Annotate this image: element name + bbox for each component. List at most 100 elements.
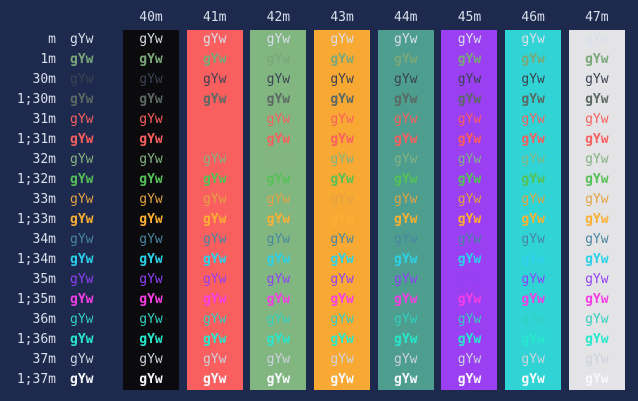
color-cell: gYw (568, 110, 625, 130)
color-cell: gYw (377, 370, 434, 390)
row-label: 1;33m (16, 212, 56, 227)
color-cell-default-bg: gYw (70, 92, 94, 107)
color-cell: gYw (186, 370, 243, 390)
color-cell: gYw (250, 90, 307, 110)
color-cell: gYw (314, 350, 371, 370)
color-cell-default-bg: gYw (70, 132, 94, 147)
column-header: 47m (585, 10, 609, 25)
color-cell: gYw (377, 70, 434, 90)
color-cell: gYw (377, 330, 434, 350)
color-cell: gYw (186, 270, 243, 290)
row-label: 1;34m (16, 252, 56, 267)
color-cell: gYw (377, 30, 434, 50)
color-cell: gYw (250, 330, 307, 350)
color-cell: gYw (568, 210, 625, 230)
color-cell: gYw (377, 150, 434, 170)
color-cell: gYw (314, 310, 371, 330)
row-label: 30m (32, 72, 56, 87)
color-cell: gYw (568, 250, 625, 270)
color-cell: gYw (123, 210, 179, 230)
color-cell: gYw (186, 330, 243, 350)
row-label: 1;31m (16, 132, 56, 147)
color-cell-default-bg: gYw (70, 232, 94, 247)
color-cell: gYw (250, 270, 307, 290)
color-cell: gYw (250, 370, 307, 390)
row-label: 35m (32, 272, 56, 287)
table-row: 1m gYw gYw gYw gYw gYw gYw gYw gYw gYw (0, 50, 633, 70)
color-cell: gYw (314, 70, 371, 90)
color-cell: gYw (568, 150, 625, 170)
color-cell: gYw (505, 90, 562, 110)
color-cell: gYw (377, 50, 434, 70)
color-cell: gYw (250, 170, 307, 190)
color-cell: gYw (441, 310, 498, 330)
row-label: 33m (32, 192, 56, 207)
color-cell-default-bg: gYw (70, 352, 94, 367)
color-cell: gYw (505, 310, 562, 330)
color-cell: gYw (441, 370, 498, 390)
color-cell: gYw (186, 310, 243, 330)
color-cell: gYw (250, 50, 307, 70)
color-cell: gYw (314, 170, 371, 190)
color-cell: gYw (123, 250, 179, 270)
table-row: m gYw gYw gYw gYw gYw gYw gYw gYw gYw (0, 30, 633, 50)
color-cell: gYw (314, 330, 371, 350)
table-row: 36m gYw gYw gYw gYw gYw gYw gYw gYw gYw (0, 310, 633, 330)
color-cell: gYw (186, 30, 243, 50)
table-row: 1;37m gYw gYw gYw gYw gYw gYw gYw gYw gYw (0, 370, 633, 390)
table-row: 1;31m gYw gYw gYw gYw gYw gYw gYw gYw gYw (0, 130, 633, 150)
column-header: 42m (266, 10, 291, 25)
color-cell: gYw (377, 250, 434, 270)
color-cell: gYw (441, 130, 498, 150)
color-cell: gYw (505, 50, 562, 70)
color-grid: 40m 41m 42m 43m 44m 45m 46m 47m m gYw gYw gYw gYw gYw… (0, 8, 633, 390)
color-cell-default-bg: gYw (70, 172, 94, 187)
color-cell: gYw (123, 190, 179, 210)
color-cell: gYw (123, 230, 179, 250)
color-cell: gYw (377, 350, 434, 370)
color-cell: gYw (505, 110, 562, 130)
color-cell: gYw (505, 150, 562, 170)
color-cell: gYw (568, 310, 625, 330)
color-cell: gYw (377, 210, 434, 230)
color-cell-default-bg: gYw (70, 192, 94, 207)
color-cell: gYw (568, 270, 625, 290)
color-cell: gYw (314, 230, 371, 250)
color-cell: gYw (568, 30, 625, 50)
color-cell: gYw (314, 370, 371, 390)
color-cell: gYw (377, 130, 434, 150)
row-label: 1;35m (16, 292, 56, 307)
color-cell: gYw (314, 130, 371, 150)
color-cell: gYw (123, 370, 179, 390)
color-cell: gYw (314, 110, 371, 130)
color-cell: gYw (441, 210, 498, 230)
color-cell: gYw (441, 90, 498, 110)
table-row: 1;30m gYw gYw gYw gYw gYw gYw gYw gYw gYw (0, 90, 633, 110)
table-row: 1;32m gYw gYw gYw gYw gYw gYw gYw gYw gYw (0, 170, 633, 190)
color-cell-default-bg: gYw (70, 52, 94, 67)
color-cell: gYw (377, 270, 434, 290)
color-cell: gYw (186, 230, 243, 250)
color-cell: gYw (568, 50, 625, 70)
color-cell: gYw (505, 350, 562, 370)
color-cell: gYw (377, 310, 434, 330)
row-label: 32m (32, 152, 56, 167)
color-cell-default-bg: gYw (70, 292, 94, 307)
color-cell: gYw (568, 190, 625, 210)
color-cell: gYw (505, 270, 562, 290)
color-cell: gYw (441, 110, 498, 130)
color-cell: gYw (441, 250, 498, 270)
row-label: 31m (32, 112, 56, 127)
color-cell: gYw (505, 170, 562, 190)
color-cell: gYw (123, 290, 179, 310)
color-cell: gYw (186, 90, 243, 110)
color-cell: gYw (377, 170, 434, 190)
color-cell: gYw (568, 130, 625, 150)
color-cell: gYw (377, 290, 434, 310)
color-cell: gYw (568, 70, 625, 90)
color-cell: gYw (441, 70, 498, 90)
color-cell: gYw (441, 270, 498, 290)
color-cell: gYw (250, 190, 307, 210)
color-cell-default-bg: gYw (70, 72, 94, 87)
